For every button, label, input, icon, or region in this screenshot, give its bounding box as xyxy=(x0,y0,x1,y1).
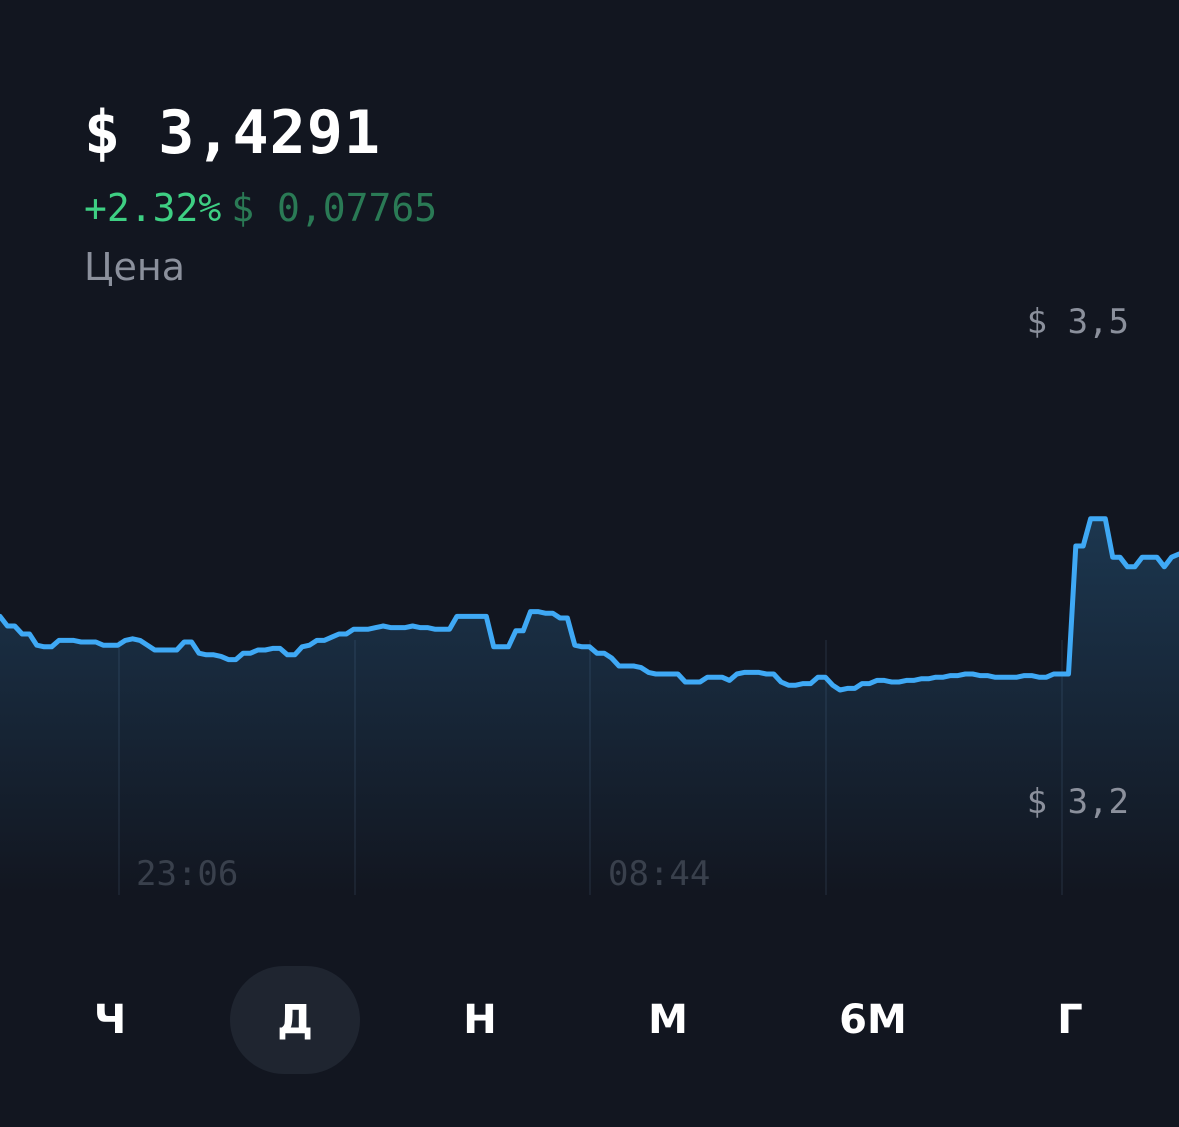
range-selector: Ч Д Н М 6М Г xyxy=(0,966,1179,1076)
price-chart: 23:06 08:44 xyxy=(0,516,1179,895)
change-amount: $ 0,07765 xyxy=(231,186,438,230)
y-axis-min-label: $ 3,2 xyxy=(1026,782,1129,822)
y-axis-max-label: $ 3,5 xyxy=(1026,302,1129,342)
current-price: $ 3,4291 xyxy=(84,98,381,168)
range-week-button[interactable]: Н xyxy=(463,997,497,1043)
x-tick-label: 23:06 xyxy=(136,854,238,894)
price-area xyxy=(0,518,1179,895)
price-line xyxy=(0,516,1179,693)
range-month-button[interactable]: М xyxy=(648,997,688,1043)
price-change: +2.32% $ 0,07765 xyxy=(84,186,437,230)
range-day-button[interactable]: Д xyxy=(230,966,360,1074)
range-year-button[interactable]: Г xyxy=(1057,997,1083,1043)
change-percent: +2.32% xyxy=(84,186,222,230)
range-6month-button[interactable]: 6М xyxy=(839,997,907,1043)
price-label: Цена xyxy=(84,245,186,289)
range-hour-button[interactable]: Ч xyxy=(93,997,127,1043)
x-tick-label: 08:44 xyxy=(608,854,710,894)
